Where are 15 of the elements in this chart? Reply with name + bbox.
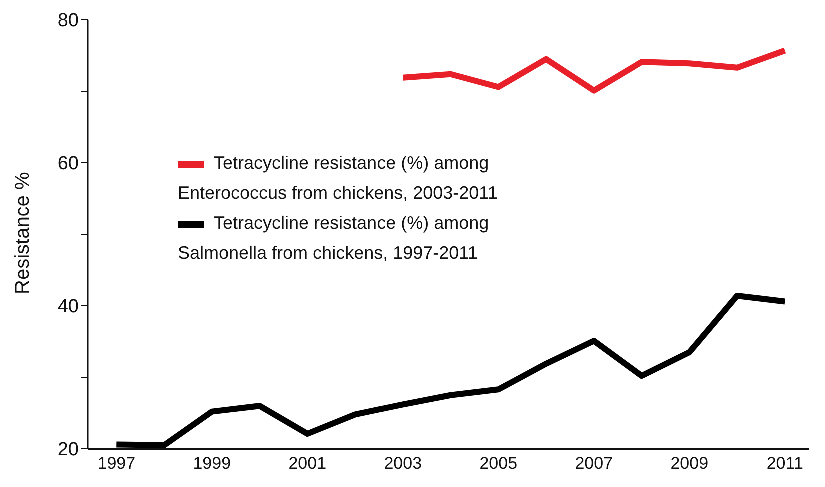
y-tick-label: 60 — [58, 154, 79, 175]
y-tick-label: 80 — [58, 10, 79, 32]
y-tick-label: 20 — [58, 440, 79, 461]
y-axis-title: Resistance % — [12, 172, 34, 294]
x-tick-label: 2009 — [670, 454, 709, 474]
x-tick-label: 1999 — [193, 454, 232, 474]
y-tick-label: 40 — [58, 296, 79, 318]
x-tick-label: 2003 — [384, 454, 422, 474]
x-tick-label: 2011 — [766, 454, 804, 474]
x-tick-label: 1997 — [98, 454, 136, 474]
x-tick-label: 2007 — [575, 454, 614, 474]
x-tick-label: 2005 — [480, 454, 518, 474]
x-tick-label: 2001 — [288, 454, 327, 474]
legend-label: Tetracycline resistance (%) among Salmonella from chickens, 1997-2011 — [178, 213, 490, 263]
legend-label: Tetracycline resistance (%) among Enterococcus from chickens, 2003-2011 — [178, 153, 498, 203]
